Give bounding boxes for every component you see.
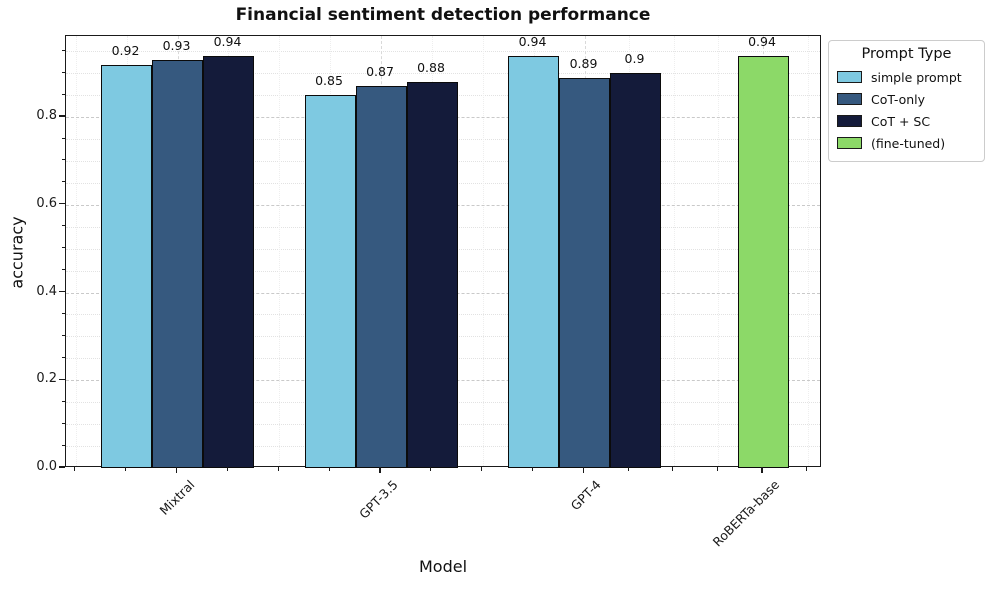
x-minor-gridline bbox=[482, 36, 484, 466]
x-minor-tick bbox=[226, 467, 228, 471]
x-major-tick bbox=[175, 467, 178, 473]
y-minor-tick bbox=[61, 247, 65, 249]
x-minor-tick bbox=[430, 467, 432, 471]
bar bbox=[152, 60, 203, 468]
chart-title: Financial sentiment detection performanc… bbox=[235, 5, 651, 25]
x-minor-gridline bbox=[807, 36, 809, 466]
y-major-tick bbox=[59, 290, 65, 293]
y-minor-tick bbox=[61, 137, 65, 139]
bar bbox=[304, 95, 356, 468]
legend-title: Prompt Type bbox=[861, 46, 952, 62]
bar-value-label: 0.9 bbox=[624, 51, 645, 67]
bar-value-label: 0.94 bbox=[748, 33, 776, 49]
legend-item-label: CoT-only bbox=[871, 91, 926, 107]
x-minor-tick bbox=[627, 467, 629, 471]
x-minor-gridline bbox=[75, 36, 77, 466]
y-tick-label: 0.6 bbox=[36, 195, 57, 211]
legend-item: CoT-only bbox=[837, 88, 976, 110]
legend-item-label: (fine-tuned) bbox=[871, 135, 946, 151]
y-major-tick bbox=[59, 115, 65, 117]
x-tick-label: RoBERTa-base bbox=[710, 477, 783, 550]
x-minor-gridline bbox=[279, 36, 281, 466]
y-major-tick bbox=[59, 203, 65, 205]
y-minor-tick bbox=[61, 400, 65, 402]
y-axis-label: accuracy bbox=[7, 216, 27, 289]
y-minor-tick bbox=[61, 181, 65, 183]
y-major-tick bbox=[59, 466, 65, 468]
legend-item: (fine-tuned) bbox=[837, 132, 976, 154]
x-minor-tick bbox=[672, 467, 674, 471]
y-minor-tick bbox=[61, 49, 65, 51]
legend-item-label: CoT + SC bbox=[871, 113, 931, 129]
x-minor-tick bbox=[806, 467, 808, 471]
y-minor-tick bbox=[61, 225, 65, 227]
y-minor-tick bbox=[61, 356, 65, 358]
x-minor-gridline bbox=[718, 36, 720, 466]
x-minor-tick bbox=[125, 467, 127, 471]
y-minor-tick bbox=[61, 159, 65, 161]
bar bbox=[508, 55, 559, 468]
y-major-tick bbox=[59, 378, 65, 380]
y-minor-tick bbox=[61, 422, 65, 424]
y-tick-label: 0.4 bbox=[36, 283, 57, 299]
y-minor-tick bbox=[61, 93, 65, 95]
bar bbox=[101, 64, 152, 468]
bar bbox=[355, 86, 407, 468]
y-minor-tick bbox=[61, 334, 65, 336]
y-minor-tick bbox=[61, 71, 65, 73]
bar-value-label: 0.88 bbox=[417, 60, 445, 76]
y-minor-gridline bbox=[66, 73, 820, 75]
legend-item: CoT + SC bbox=[837, 110, 976, 132]
y-tick-label: 0.8 bbox=[36, 108, 57, 124]
bar bbox=[737, 55, 789, 468]
legend-items: simple prompt CoT-only CoT + SC (fine-tuned… bbox=[837, 66, 976, 154]
bar-value-label: 0.87 bbox=[366, 64, 394, 80]
x-tick-label: Mixtral bbox=[156, 477, 198, 518]
legend-swatch bbox=[837, 115, 862, 127]
bar-value-label: 0.94 bbox=[213, 33, 242, 49]
legend-item-label: simple prompt bbox=[871, 69, 962, 85]
bar bbox=[610, 73, 661, 468]
x-major-tick bbox=[379, 467, 381, 473]
x-minor-tick bbox=[716, 467, 718, 471]
bar-value-label: 0.85 bbox=[315, 73, 343, 89]
x-major-tick bbox=[582, 467, 585, 473]
bar bbox=[406, 82, 458, 468]
bar bbox=[203, 55, 254, 468]
bar-value-label: 0.94 bbox=[518, 33, 547, 49]
y-tick-label: 0.0 bbox=[36, 459, 57, 474]
y-minor-tick bbox=[61, 269, 65, 271]
legend-item: simple prompt bbox=[837, 66, 976, 88]
x-minor-tick bbox=[481, 467, 483, 471]
y-minor-tick bbox=[61, 444, 65, 446]
x-tick-label: GPT-3.5 bbox=[355, 477, 401, 522]
bar-value-label: 0.93 bbox=[162, 38, 191, 54]
bar bbox=[559, 77, 610, 468]
plot-area bbox=[65, 35, 821, 468]
y-minor-tick bbox=[61, 312, 65, 314]
bar-value-label: 0.92 bbox=[111, 42, 140, 58]
bar-value-label: 0.89 bbox=[569, 55, 598, 71]
x-minor-tick bbox=[277, 467, 279, 471]
x-axis-label: Model bbox=[418, 557, 468, 576]
x-minor-gridline bbox=[673, 36, 675, 466]
x-minor-tick bbox=[74, 467, 76, 471]
legend-swatch bbox=[837, 93, 862, 105]
x-major-tick bbox=[761, 467, 763, 473]
y-minor-gridline bbox=[66, 51, 820, 53]
x-tick-label: GPT-4 bbox=[567, 477, 605, 514]
y-tick-label: 0.2 bbox=[36, 371, 57, 387]
x-minor-tick bbox=[328, 467, 330, 471]
legend-swatch bbox=[837, 71, 862, 83]
legend-swatch bbox=[837, 137, 862, 149]
x-minor-tick bbox=[532, 467, 534, 471]
legend: Prompt Type simple prompt CoT-only CoT + S… bbox=[828, 40, 985, 162]
